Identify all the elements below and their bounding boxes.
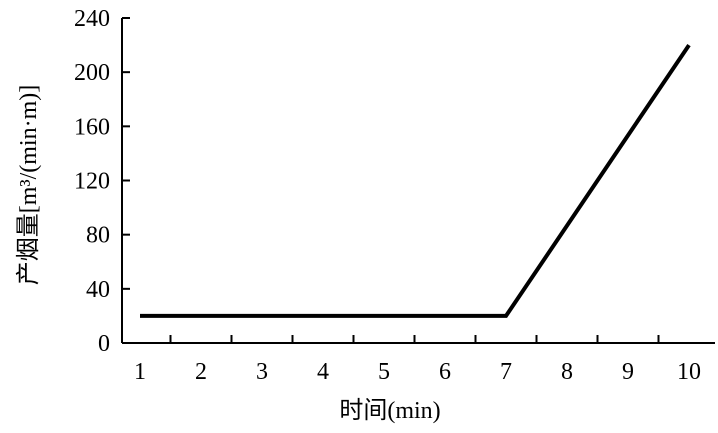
y-tick-label: 160	[74, 114, 110, 140]
x-tick-label: 10	[677, 359, 701, 385]
x-tick-label: 8	[561, 359, 573, 385]
x-tick-label: 7	[500, 359, 512, 385]
x-tick-label: 6	[439, 359, 451, 385]
ticks: 0 40 80 120 160 200 240 1 2 3 4 5 6 7 8 9 10	[74, 6, 701, 385]
y-tick-label: 40	[86, 277, 110, 303]
y-tick-label: 0	[98, 331, 110, 357]
y-tick-label: 200	[74, 60, 110, 86]
x-tick-label: 3	[256, 359, 268, 385]
x-tick-label: 1	[134, 359, 146, 385]
y-tick-label: 240	[74, 6, 110, 32]
y-tick-label: 80	[86, 223, 110, 249]
y-tick-label: 120	[74, 169, 110, 195]
series	[140, 43, 691, 318]
x-tick-label: 5	[378, 359, 390, 385]
x-tick-label: 4	[317, 359, 329, 385]
axes	[121, 18, 715, 344]
y-axis-title: 产烟量[m³/(min·m)]	[15, 85, 42, 286]
x-axis-title: 时间(min)	[339, 397, 440, 424]
series-line	[140, 43, 691, 318]
x-tick-label: 2	[195, 359, 207, 385]
x-tick-label: 9	[622, 359, 634, 385]
